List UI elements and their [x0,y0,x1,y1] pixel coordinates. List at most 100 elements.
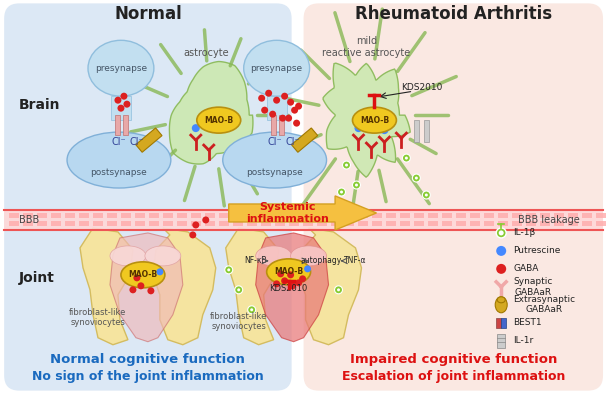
Bar [344,221,355,226]
Text: Impaired cognitive function: Impaired cognitive function [350,353,557,366]
Circle shape [277,270,284,277]
Bar [497,334,505,348]
Bar [51,213,61,218]
Text: autophagy: autophagy [301,256,342,266]
Circle shape [130,286,136,293]
Bar [428,213,438,218]
Text: Cl⁻: Cl⁻ [285,137,300,147]
Bar [373,213,382,218]
Ellipse shape [267,259,310,285]
Text: Systemic
inflammation: Systemic inflammation [247,202,329,224]
Bar [456,213,466,218]
Bar [415,120,419,142]
Ellipse shape [67,132,171,188]
Bar [484,221,494,226]
Bar [359,213,368,218]
Text: Joint: Joint [19,271,55,285]
Bar [540,213,550,218]
Bar [330,213,341,218]
Bar [498,221,508,226]
Circle shape [156,268,164,275]
Circle shape [293,120,300,126]
Text: IL-1β: IL-1β [513,229,536,238]
Bar [582,213,592,218]
Circle shape [248,306,256,314]
Circle shape [287,98,294,106]
Circle shape [299,275,306,282]
Bar [424,120,429,142]
Polygon shape [170,61,253,164]
Bar [247,221,257,226]
Bar [428,221,438,226]
Circle shape [118,105,124,112]
Polygon shape [136,128,162,152]
Circle shape [287,271,294,278]
Bar [501,318,506,328]
Ellipse shape [244,40,310,96]
Ellipse shape [88,40,154,96]
Circle shape [265,90,272,97]
Bar [554,213,564,218]
Text: MAO-B: MAO-B [360,116,389,125]
Bar [596,221,606,226]
Text: Escalation of joint inflammation: Escalation of joint inflammation [342,370,565,383]
Bar [79,221,89,226]
Text: Rheumatoid Arthritis: Rheumatoid Arthritis [355,6,552,23]
Circle shape [295,279,302,286]
Text: KDS2010: KDS2010 [270,284,308,293]
Bar [115,115,120,135]
Bar [191,213,201,218]
FancyBboxPatch shape [4,4,291,390]
Circle shape [496,264,506,274]
Bar [205,221,215,226]
Circle shape [337,288,340,291]
Circle shape [147,287,155,294]
Circle shape [496,228,506,238]
Ellipse shape [110,246,146,266]
Bar [37,213,47,218]
Circle shape [422,191,430,199]
Text: Synaptic
GABAaR: Synaptic GABAaR [513,277,553,297]
Bar [65,221,75,226]
Bar [316,221,327,226]
Text: presynapse: presynapse [250,64,303,73]
Circle shape [367,118,376,126]
Circle shape [202,216,209,223]
Circle shape [496,246,506,256]
Ellipse shape [256,246,291,266]
Text: BBB leakage: BBB leakage [518,215,580,225]
Bar [123,115,128,135]
Bar [415,221,424,226]
Ellipse shape [291,246,327,266]
Bar [540,221,550,226]
Bar [107,213,117,218]
Bar [163,213,173,218]
Bar [288,213,299,218]
Bar [219,213,228,218]
Text: GABA: GABA [513,264,539,273]
Bar [37,221,47,226]
Circle shape [405,156,408,160]
Circle shape [499,230,504,236]
Ellipse shape [497,297,505,303]
Text: Cl⁻: Cl⁻ [130,137,144,147]
Ellipse shape [197,107,241,133]
Circle shape [273,281,280,287]
Text: IL-1r: IL-1r [513,336,533,345]
Text: Brain: Brain [19,98,61,112]
Polygon shape [323,63,410,177]
Circle shape [335,286,342,294]
Circle shape [338,188,345,196]
Bar [330,221,341,226]
Bar [526,221,536,226]
Bar [271,115,276,135]
Circle shape [279,115,286,122]
Bar [373,221,382,226]
Bar [163,221,173,226]
Polygon shape [80,228,133,345]
Bar [177,213,187,218]
Text: MAO-B: MAO-B [274,268,303,276]
Bar [177,221,187,226]
Circle shape [124,101,130,108]
Text: TNF-α: TNF-α [344,256,367,266]
